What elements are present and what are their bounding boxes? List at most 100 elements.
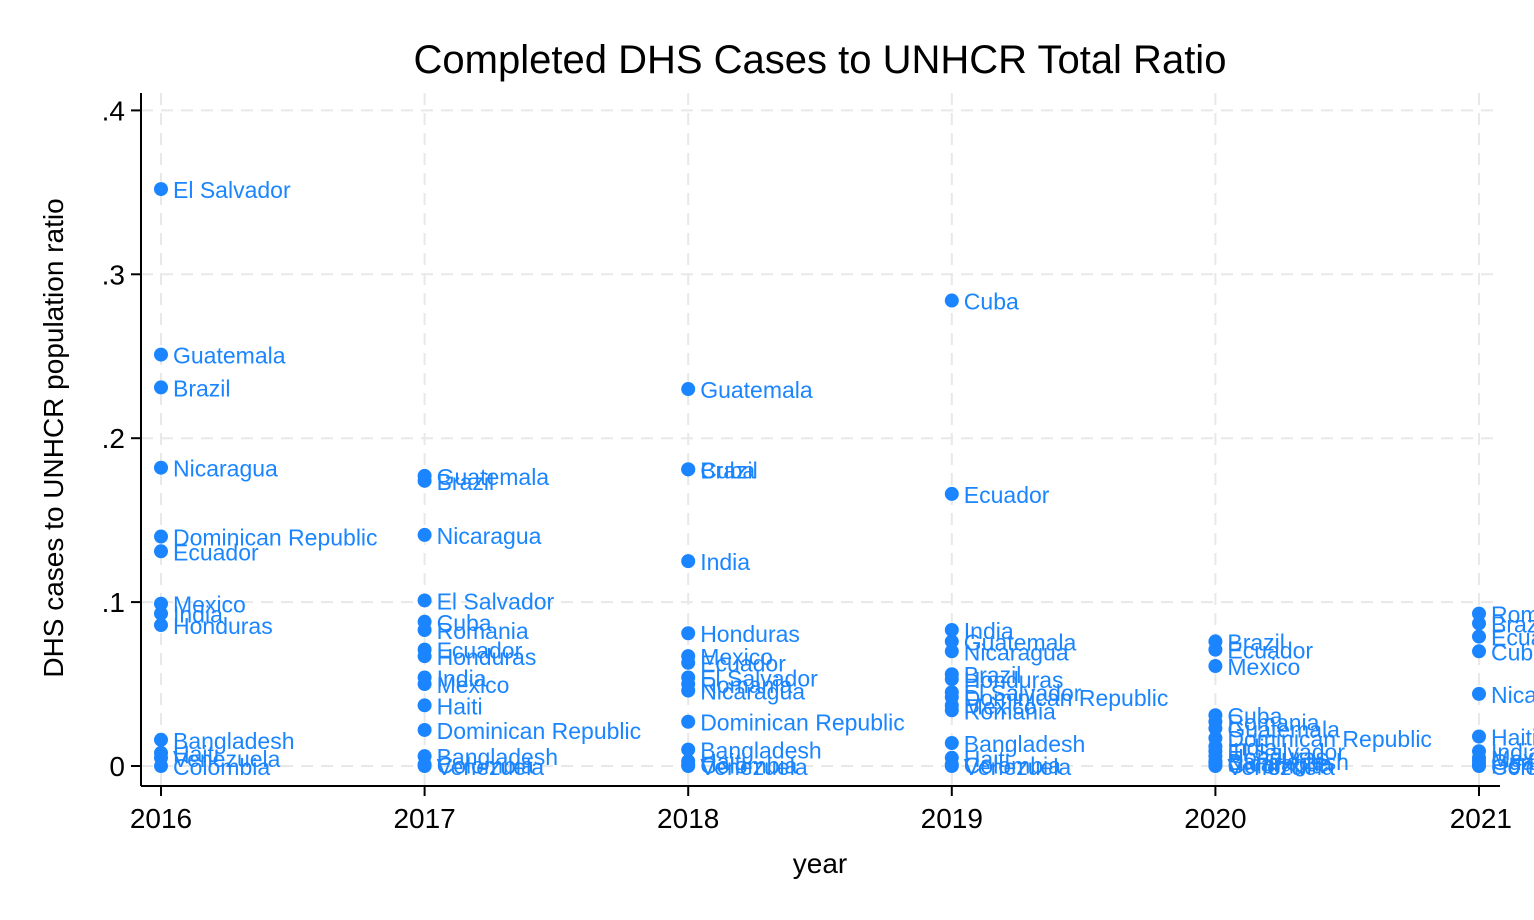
data-label: Brazil xyxy=(1227,629,1285,655)
data-point xyxy=(154,596,168,611)
data-point xyxy=(944,703,959,718)
data-label: Brazil xyxy=(173,375,231,401)
y-tick-label: .4 xyxy=(102,95,125,126)
data-label: Romania xyxy=(437,618,529,644)
data-point xyxy=(154,460,168,475)
data-point xyxy=(154,529,168,544)
chart-title: Completed DHS Cases to UNHCR Total Ratio xyxy=(414,38,1227,82)
y-axis-title: DHS cases to UNHCR population ratio xyxy=(38,198,69,677)
axis-ticks: 0 .1 .2 .3 .4 2016 2017 2018 2019 2020 2021 xyxy=(102,95,1512,834)
data-point xyxy=(944,759,959,773)
data-label: Romania xyxy=(1227,710,1319,736)
data-point xyxy=(417,593,432,608)
y-tick-label: .3 xyxy=(102,259,125,290)
data-label: Haiti xyxy=(173,741,219,767)
data-label: El Salvador xyxy=(1227,739,1345,765)
data-label: El Salvador xyxy=(173,177,291,203)
data-point xyxy=(1208,659,1223,674)
data-label: Ecuador xyxy=(700,651,786,677)
data-label: Romania xyxy=(964,698,1056,724)
data-label: Dominican Republic xyxy=(1227,726,1432,752)
data-label: Nicaragua xyxy=(1491,682,1534,708)
data-label: Mexico xyxy=(700,644,773,670)
data-label: Dominican Republic xyxy=(173,525,378,551)
data-point xyxy=(1472,686,1486,701)
x-tick-label: 2020 xyxy=(1184,803,1246,834)
data-point xyxy=(417,722,432,737)
data-label: Colombia xyxy=(437,752,534,778)
data-label: Mexico xyxy=(437,672,510,698)
data-label: Cuba xyxy=(700,457,755,483)
data-label: Cuba xyxy=(437,610,492,636)
data-label: Haiti xyxy=(437,693,483,719)
data-label: India xyxy=(964,618,1014,644)
data-label: Nicaragua xyxy=(964,639,1069,665)
data-label: Colombia xyxy=(964,752,1061,778)
data-point xyxy=(944,644,959,659)
x-axis-title: year xyxy=(793,848,847,879)
data-label: El Salvador xyxy=(700,665,818,691)
data-labels: El SalvadorGuatemalaBrazilNicaraguaDomin… xyxy=(173,177,1534,780)
data-label: Cuba xyxy=(1227,703,1282,729)
data-label: Ecuador xyxy=(964,482,1050,508)
data-label: Guatemala xyxy=(437,464,550,490)
data-point xyxy=(944,293,959,308)
data-label: Cuba xyxy=(964,289,1019,315)
data-label: Cuba xyxy=(1491,639,1534,665)
data-label: Honduras xyxy=(1227,744,1327,770)
data-point xyxy=(681,462,696,477)
data-point xyxy=(1472,606,1486,621)
data-label: Brazil xyxy=(437,469,495,495)
data-point xyxy=(681,382,696,397)
data-point xyxy=(681,626,696,641)
data-label: Dominican Republic xyxy=(437,718,642,744)
data-point xyxy=(681,655,696,670)
data-point xyxy=(681,742,696,757)
data-label: Nicaragua xyxy=(173,456,278,482)
data-point xyxy=(154,732,168,747)
data-point xyxy=(417,677,432,692)
data-label: Honduras xyxy=(1491,752,1534,778)
data-point xyxy=(417,698,432,713)
data-label: Colombia xyxy=(1227,752,1324,778)
data-label: Guatemala xyxy=(700,377,813,403)
data-label: Venezuela xyxy=(173,746,281,772)
data-point xyxy=(154,380,168,395)
data-label: India xyxy=(700,549,750,575)
data-point xyxy=(417,649,432,664)
data-label: Venezuela xyxy=(964,754,1072,780)
data-label: Honduras xyxy=(173,613,273,639)
data-point xyxy=(417,473,432,488)
data-point xyxy=(1472,644,1486,659)
data-label: Colombia xyxy=(1491,754,1534,780)
y-tick-label: .1 xyxy=(102,587,125,618)
data-label: Bangladesh xyxy=(964,731,1086,757)
data-label: Bangladesh xyxy=(1227,749,1349,775)
x-tick-label: 2016 xyxy=(130,803,192,834)
data-label: Ecuador xyxy=(1491,625,1534,651)
data-label: Guatemala xyxy=(173,343,286,369)
data-point xyxy=(417,622,432,637)
data-point xyxy=(681,554,696,569)
data-label: Nicaragua xyxy=(437,523,542,549)
data-point xyxy=(1208,642,1223,657)
data-label: Bangladesh xyxy=(173,728,295,754)
data-point xyxy=(944,486,959,501)
data-label: Haiti xyxy=(964,746,1010,772)
data-point xyxy=(417,759,432,773)
data-label: Mexico xyxy=(173,592,246,618)
data-point xyxy=(944,736,959,751)
data-label: Guatemala xyxy=(1227,716,1340,742)
axes xyxy=(140,93,1500,787)
data-label: Venezuela xyxy=(437,754,545,780)
x-tick-label: 2018 xyxy=(657,803,719,834)
data-point xyxy=(154,182,168,197)
data-points xyxy=(154,182,1486,773)
data-point xyxy=(1472,759,1486,773)
data-label: Honduras xyxy=(964,667,1064,693)
data-point xyxy=(154,606,168,621)
data-label: Romania xyxy=(1491,602,1534,628)
data-label: Colombia xyxy=(173,754,270,780)
data-label: Bangladesh xyxy=(437,744,558,770)
